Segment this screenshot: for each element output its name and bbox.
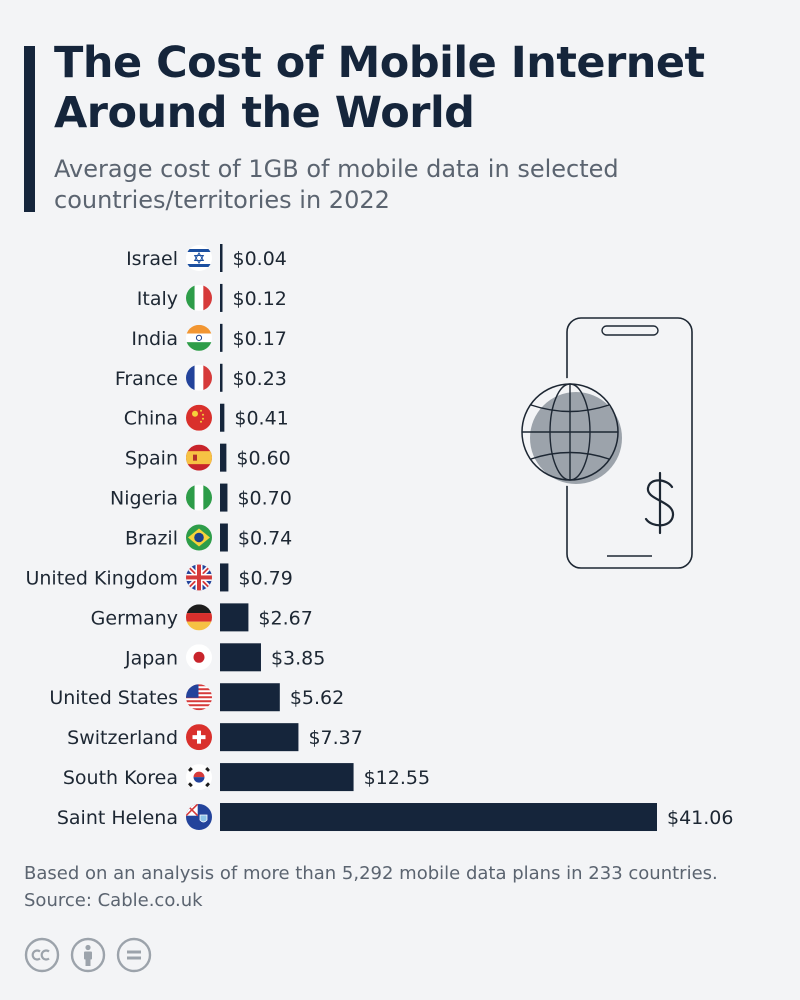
category-label: Brazil [125, 528, 178, 550]
value-label: $0.04 [233, 248, 287, 270]
category-label: Germany [91, 607, 178, 629]
globe-icon [516, 378, 624, 486]
value-label: $41.06 [667, 807, 733, 829]
switzerland-flag-icon [186, 724, 212, 751]
category-label: South Korea [63, 767, 178, 789]
value-label: $0.41 [234, 408, 288, 430]
bar [220, 803, 657, 832]
spain-flag-icon [186, 444, 212, 471]
category-label: Spain [125, 448, 178, 470]
person-icon[interactable] [70, 937, 106, 973]
bar [220, 683, 280, 712]
category-label: Israel [126, 248, 178, 270]
category-label: United Kingdom [25, 567, 178, 589]
value-label: $12.55 [364, 767, 430, 789]
bar-row: Israel $0.04 [126, 244, 287, 272]
category-label: Japan [124, 647, 178, 669]
bar-row: Italy $0.12 [137, 283, 287, 312]
bar-row: Japan $3.85 [124, 643, 325, 672]
source-note: Source: Cable.co.uk [24, 890, 203, 911]
phone-globe-illustration [516, 317, 693, 569]
bar-row: United Kingdom $0.79 [25, 563, 293, 592]
bar-row: Spain $0.60 [125, 443, 291, 472]
value-label: $0.79 [238, 567, 292, 589]
bar [220, 483, 228, 512]
israel-flag-icon [186, 245, 212, 271]
value-label: $0.23 [233, 368, 287, 390]
value-label: $3.85 [271, 647, 325, 669]
value-label: $0.60 [236, 448, 290, 470]
value-label: $0.17 [233, 328, 287, 350]
phone-speaker-icon [601, 325, 659, 336]
bar [220, 523, 228, 552]
analysis-note: Based on an analysis of more than 5,292 … [24, 863, 718, 884]
category-label: Italy [137, 288, 178, 310]
south-korea-flag-icon [186, 764, 212, 791]
category-label: United States [49, 687, 178, 709]
italy-flag-icon [186, 284, 212, 311]
bar-row: United States $5.62 [49, 683, 344, 712]
bar [220, 323, 223, 352]
chart-title: The Cost of Mobile Internet Around the W… [54, 38, 705, 138]
bar [220, 443, 227, 472]
uk-flag-icon [186, 564, 212, 591]
bar [220, 244, 223, 272]
category-label: India [131, 328, 178, 350]
india-flag-icon [186, 324, 212, 351]
value-label: $0.70 [237, 488, 291, 510]
bar [220, 563, 229, 592]
category-label: Switzerland [67, 727, 178, 749]
title-accent-bar [24, 46, 35, 212]
category-label: Nigeria [110, 488, 178, 510]
value-label: $2.67 [258, 607, 312, 629]
chart-subtitle: Average cost of 1GB of mobile data in se… [54, 155, 619, 214]
saint-helena-flag-icon [186, 804, 212, 831]
bar [220, 403, 225, 432]
bar-row: France $0.23 [115, 363, 287, 392]
value-label: $7.37 [308, 727, 362, 749]
footnote: Based on an analysis of more than 5,292 … [24, 860, 784, 914]
bar [220, 363, 223, 392]
bar [220, 603, 249, 632]
bar-row: Saint Helena $41.06 [57, 803, 733, 832]
nigeria-flag-icon [186, 484, 212, 511]
us-flag-icon [186, 684, 212, 711]
bar-row: Switzerland $7.37 [67, 723, 363, 752]
germany-flag-icon [186, 604, 212, 631]
china-flag-icon [186, 404, 212, 431]
bar-row: Nigeria $0.70 [110, 483, 292, 512]
japan-flag-icon [186, 644, 212, 671]
equals-icon[interactable] [116, 937, 152, 973]
bar [220, 283, 223, 312]
france-flag-icon [186, 364, 212, 391]
value-label: $5.62 [290, 687, 344, 709]
bar-row: Brazil $0.74 [125, 523, 292, 552]
bar-row: India $0.17 [131, 323, 287, 352]
category-label: China [124, 408, 178, 430]
value-label: $0.74 [238, 528, 292, 550]
category-label: Saint Helena [57, 807, 178, 829]
dollar-sign-icon [644, 471, 675, 535]
value-label: $0.12 [233, 288, 287, 310]
bar [220, 763, 354, 792]
category-label: France [115, 368, 178, 390]
bar-row: China $0.41 [124, 403, 289, 432]
bar [220, 643, 261, 672]
bar-row: South Korea $12.55 [63, 763, 430, 792]
bar [220, 723, 299, 752]
license-icons [24, 937, 152, 973]
brazil-flag-icon [186, 524, 212, 551]
cc-icon[interactable] [24, 937, 60, 973]
bar-row: Germany $2.67 [91, 603, 313, 632]
